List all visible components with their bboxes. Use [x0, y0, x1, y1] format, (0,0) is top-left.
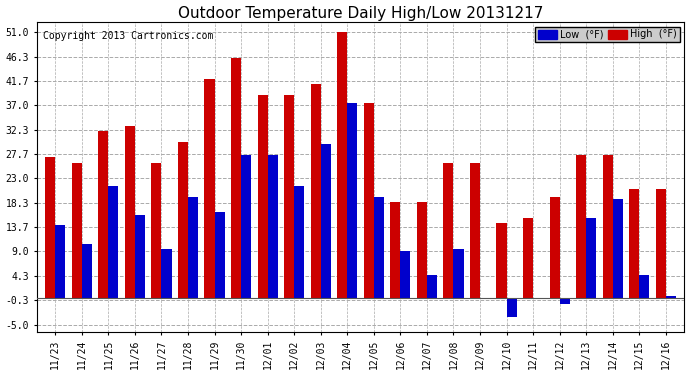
Bar — [497, 223, 506, 298]
Bar — [602, 155, 613, 298]
Bar — [506, 298, 517, 317]
Bar — [151, 163, 161, 298]
Bar — [364, 103, 374, 298]
Bar — [374, 196, 384, 298]
Bar — [257, 95, 268, 298]
Bar — [294, 186, 304, 298]
Bar — [161, 249, 172, 298]
Bar — [284, 95, 294, 298]
Bar — [523, 217, 533, 298]
Bar — [427, 275, 437, 298]
Bar — [337, 32, 347, 298]
Bar — [391, 202, 400, 298]
Text: Copyright 2013 Cartronics.com: Copyright 2013 Cartronics.com — [43, 31, 213, 41]
Bar — [135, 215, 145, 298]
Bar — [188, 196, 198, 298]
Bar — [347, 103, 357, 298]
Bar — [321, 144, 331, 298]
Bar — [204, 79, 215, 298]
Title: Outdoor Temperature Daily High/Low 20131217: Outdoor Temperature Daily High/Low 20131… — [178, 6, 543, 21]
Bar — [45, 158, 55, 298]
Bar — [640, 275, 649, 298]
Bar — [613, 199, 623, 298]
Bar — [470, 163, 480, 298]
Bar — [241, 155, 251, 298]
Bar — [586, 217, 596, 298]
Bar — [215, 212, 225, 298]
Bar — [82, 244, 92, 298]
Bar — [629, 189, 640, 298]
Bar — [666, 296, 676, 298]
Bar — [310, 84, 321, 298]
Bar — [72, 163, 82, 298]
Bar — [453, 249, 464, 298]
Bar — [98, 131, 108, 298]
Bar — [656, 189, 666, 298]
Bar — [576, 155, 586, 298]
Bar — [231, 58, 241, 298]
Bar — [268, 155, 278, 298]
Bar — [55, 225, 66, 298]
Legend: Low  (°F), High  (°F): Low (°F), High (°F) — [535, 27, 680, 42]
Bar — [125, 126, 135, 298]
Bar — [108, 186, 119, 298]
Bar — [178, 142, 188, 298]
Bar — [400, 252, 411, 298]
Bar — [550, 196, 560, 298]
Bar — [417, 202, 427, 298]
Bar — [444, 163, 453, 298]
Bar — [560, 298, 570, 304]
